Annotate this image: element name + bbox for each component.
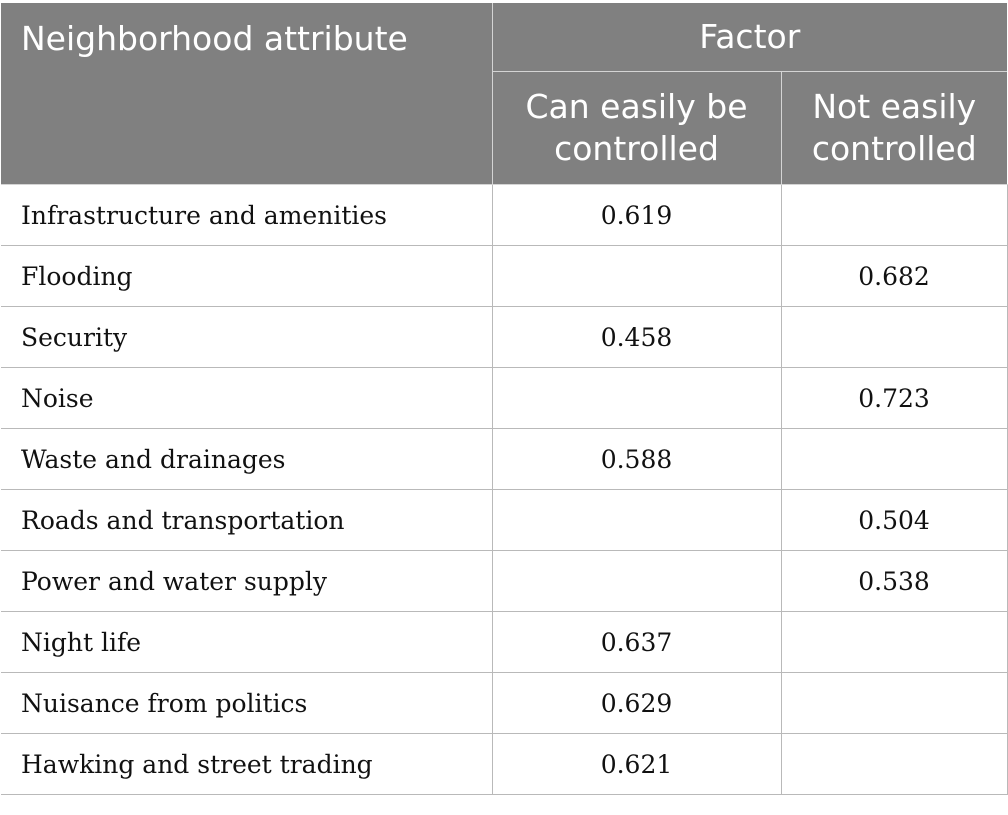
row-can-easily-value — [491, 367, 782, 429]
row-attribute: Power and water supply — [1, 550, 493, 612]
table-row: Hawking and street trading 0.621 — [1, 733, 1008, 795]
row-attribute: Flooding — [1, 245, 493, 307]
table-row: Roads and transportation 0.504 — [1, 489, 1008, 551]
table-row: Power and water supply 0.538 — [1, 550, 1008, 612]
row-can-easily-value: 0.621 — [491, 733, 782, 795]
row-not-easily-value: 0.682 — [780, 245, 1008, 307]
table-row: Waste and drainages 0.588 — [1, 428, 1008, 490]
row-attribute: Hawking and street trading — [1, 733, 493, 795]
row-attribute: Roads and transportation — [1, 489, 493, 551]
row-not-easily-value — [780, 184, 1008, 246]
row-can-easily-value: 0.629 — [491, 672, 782, 734]
row-can-easily-value — [491, 245, 782, 307]
row-can-easily-value: 0.637 — [491, 611, 782, 673]
table-row: Night life 0.637 — [1, 611, 1008, 673]
row-not-easily-value — [780, 733, 1008, 795]
row-attribute: Noise — [1, 367, 493, 429]
row-can-easily-value: 0.458 — [491, 306, 782, 368]
table-row: Flooding 0.682 — [1, 245, 1008, 307]
row-can-easily-value — [491, 550, 782, 612]
row-attribute: Nuisance from politics — [1, 672, 493, 734]
table-row: Infrastructure and amenities 0.619 — [1, 184, 1008, 246]
row-not-easily-value — [780, 306, 1008, 368]
row-can-easily-value: 0.619 — [491, 184, 782, 246]
row-attribute: Waste and drainages — [1, 428, 493, 490]
header-neighborhood-attribute: Neighborhood attribute — [1, 3, 493, 185]
row-attribute: Security — [1, 306, 493, 368]
row-not-easily-value — [780, 428, 1008, 490]
table-row: Noise 0.723 — [1, 367, 1008, 429]
row-attribute: Night life — [1, 611, 493, 673]
header-can-easily-be-controlled: Can easily be controlled — [491, 71, 782, 185]
row-can-easily-value — [491, 489, 782, 551]
row-not-easily-value — [780, 611, 1008, 673]
factor-loadings-table: Neighborhood attribute Factor Can easily… — [1, 3, 1008, 795]
row-not-easily-value: 0.504 — [780, 489, 1008, 551]
row-can-easily-value: 0.588 — [491, 428, 782, 490]
row-not-easily-value: 0.538 — [780, 550, 1008, 612]
row-not-easily-value — [780, 672, 1008, 734]
table-row: Security 0.458 — [1, 306, 1008, 368]
header-factor: Factor — [491, 3, 1008, 73]
table-row: Nuisance from politics 0.629 — [1, 672, 1008, 734]
header-not-easily-controlled: Not easily controlled — [780, 71, 1008, 185]
row-not-easily-value: 0.723 — [780, 367, 1008, 429]
row-attribute: Infrastructure and amenities — [1, 184, 493, 246]
